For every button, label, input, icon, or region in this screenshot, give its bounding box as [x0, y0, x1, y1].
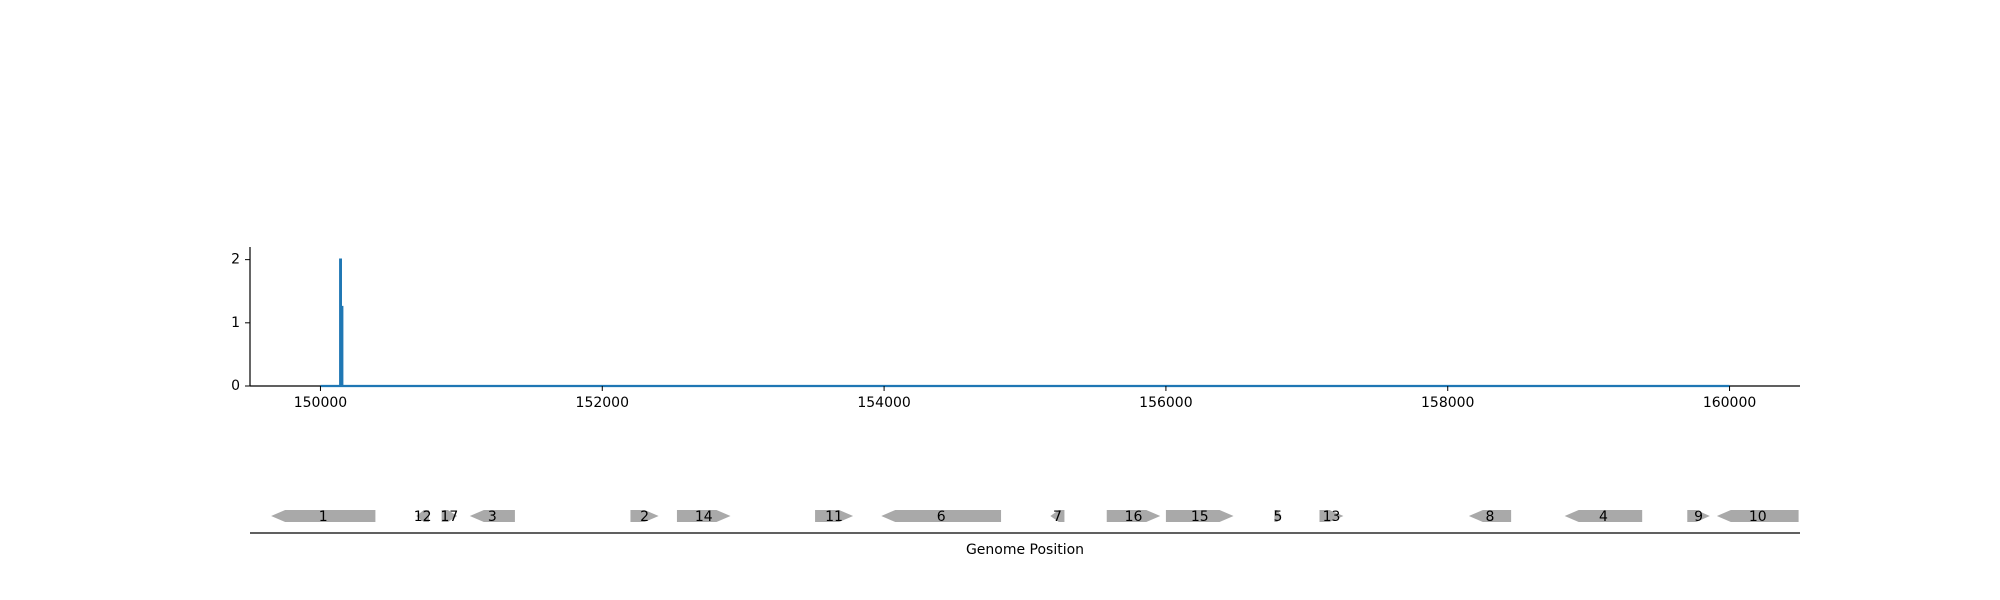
y-axis-ticks: 0 1 2 [231, 252, 250, 394]
gene-label-10: 10 [1749, 509, 1767, 525]
x-tick-label: 156000 [1139, 395, 1192, 411]
y-tick-label: 1 [231, 315, 240, 331]
gene-arrow-9 [1687, 510, 1710, 522]
gene-arrow-17 [441, 510, 458, 522]
gene-label-5: 5 [1273, 509, 1282, 525]
gene-label-11: 11 [825, 509, 843, 525]
gene-map: 1 12 17 3 2 14 11 6 7 16 15 5 13 8 4 9 10 Genome Positio… [250, 509, 1800, 558]
gene-arrow-8 [1468, 510, 1512, 522]
gene-label-9: 9 [1694, 509, 1703, 525]
gene-label-14: 14 [695, 509, 713, 525]
x-tick-label: 154000 [857, 395, 910, 411]
gene-arrow-7 [1050, 510, 1065, 522]
gene-label-3: 3 [488, 509, 497, 525]
gene-arrow-12 [416, 510, 429, 522]
gene-label-13: 13 [1323, 509, 1341, 525]
coverage-plot: 150000 152000 154000 156000 158000 160000 0 1 2 [231, 247, 1800, 411]
gene-arrow-4 [1564, 510, 1643, 522]
gene-label-4: 4 [1599, 509, 1608, 525]
x-axis-title: Genome Position [966, 542, 1084, 558]
gene-arrow-5 [1274, 510, 1282, 522]
gene-arrow-10 [1716, 510, 1799, 522]
gene-arrow-14 [676, 510, 731, 522]
gene-arrow-3 [469, 510, 515, 522]
y-tick-label: 0 [231, 378, 240, 394]
coverage-series [320, 258, 1730, 388]
gene-label-8: 8 [1486, 509, 1495, 525]
gene-label-16: 16 [1125, 509, 1143, 525]
x-tick-label: 160000 [1703, 395, 1756, 411]
gene-arrow-16 [1106, 510, 1161, 522]
gene-arrow-2 [630, 510, 659, 522]
x-tick-label: 150000 [294, 395, 347, 411]
gene-arrow-6 [881, 510, 1002, 522]
x-tick-label: 152000 [576, 395, 629, 411]
gene-arrow-1 [271, 510, 376, 522]
x-tick-label: 158000 [1421, 395, 1474, 411]
gene-arrow-13 [1319, 510, 1344, 522]
gene-arrow-15 [1165, 510, 1234, 522]
x-axis-ticks: 150000 152000 154000 156000 158000 160000 [294, 386, 1756, 411]
gene-arrows: 1 12 17 3 2 14 11 6 7 16 15 5 13 8 4 9 10 [271, 509, 1799, 525]
coverage-line-0 [320, 258, 1730, 388]
gene-label-12: 12 [414, 509, 432, 525]
gene-label-7: 7 [1053, 509, 1062, 525]
gene-label-17: 17 [440, 509, 458, 525]
gene-label-1: 1 [319, 509, 328, 525]
gene-label-6: 6 [937, 509, 946, 525]
y-tick-label: 2 [231, 252, 240, 268]
gene-label-2: 2 [640, 509, 649, 525]
gene-arrow-11 [815, 510, 854, 522]
gene-label-15: 15 [1191, 509, 1209, 525]
